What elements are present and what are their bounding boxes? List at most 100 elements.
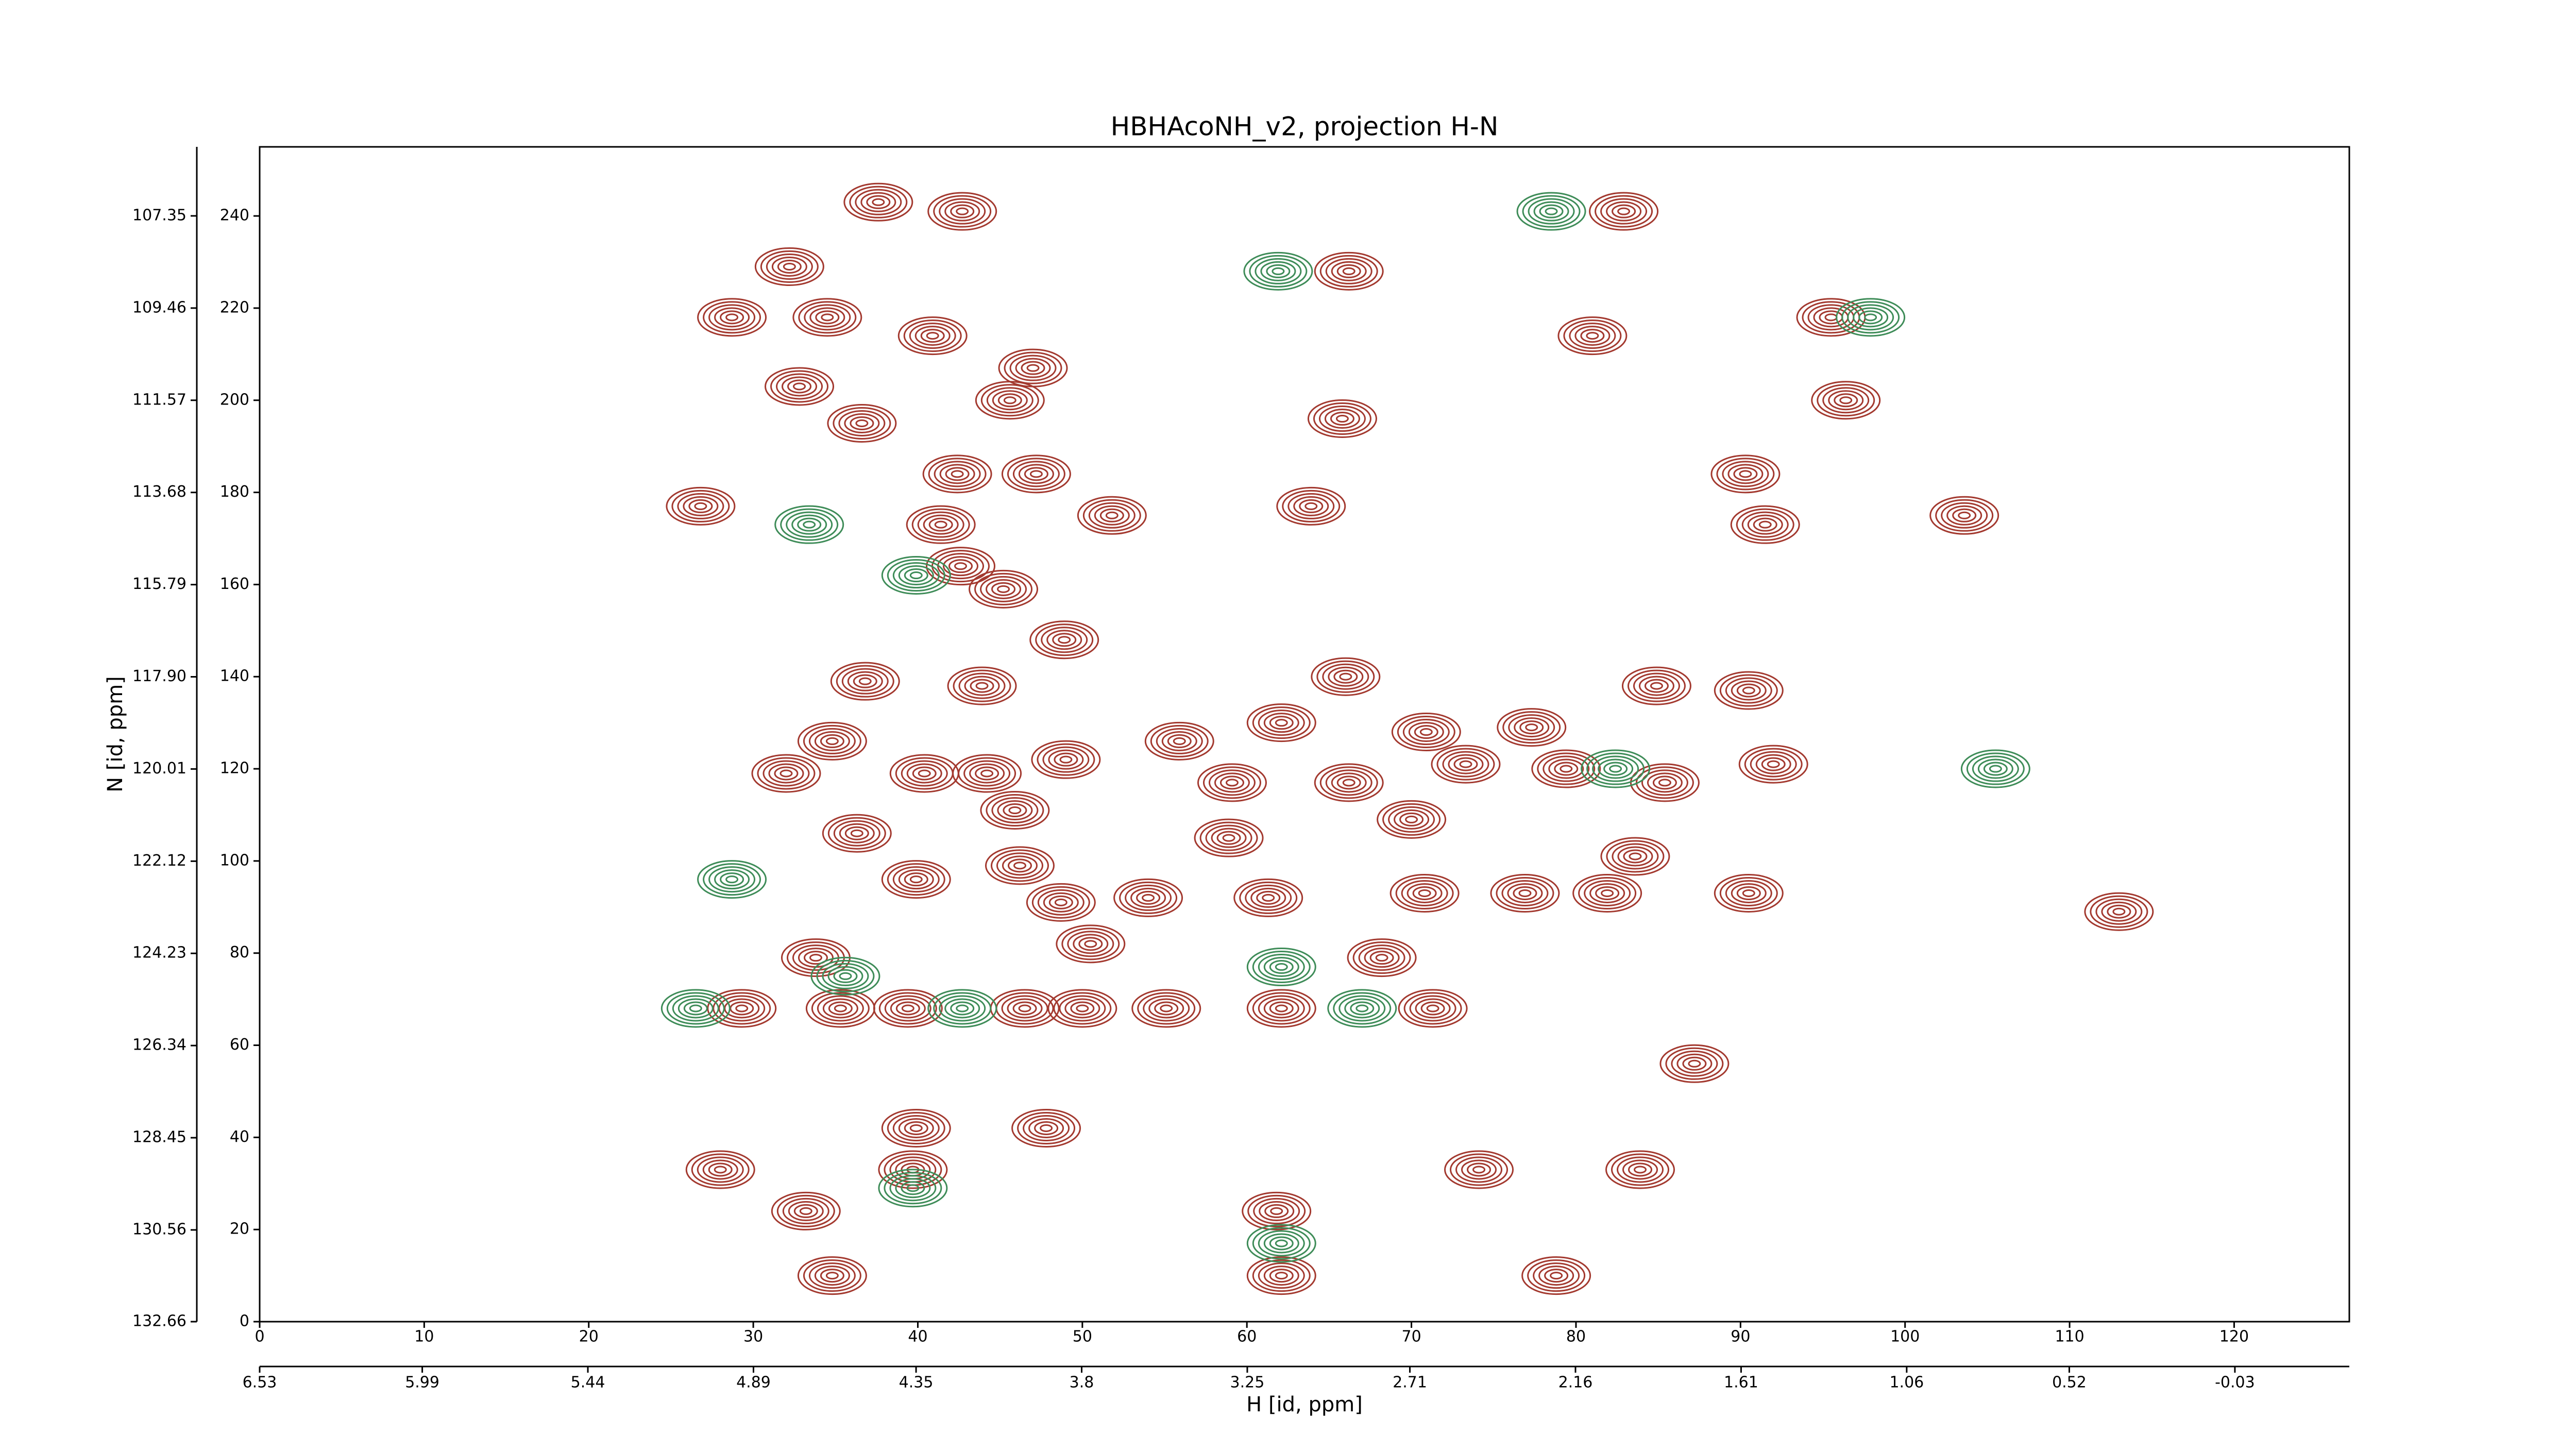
contour-level xyxy=(1548,758,1584,779)
contour-level xyxy=(1024,467,1048,481)
contour-level xyxy=(1389,873,1460,913)
peak xyxy=(1811,381,1881,420)
contour-level xyxy=(909,1124,923,1132)
contour-level xyxy=(1350,1001,1375,1016)
contour-level xyxy=(725,313,739,322)
contour-level xyxy=(951,470,964,478)
y-tick-label: 0 xyxy=(240,1312,249,1330)
contour-level xyxy=(1088,502,1136,529)
contour-level xyxy=(969,569,1039,609)
peak xyxy=(1398,989,1468,1028)
contour-level xyxy=(1731,680,1767,701)
contour-level xyxy=(922,454,992,494)
contour-level xyxy=(1008,806,1022,815)
peak xyxy=(1444,1150,1514,1189)
contour-level xyxy=(1070,1001,1095,1016)
contour-level xyxy=(808,1262,856,1289)
contour-level xyxy=(948,559,973,573)
contour-level xyxy=(1864,313,1877,322)
contour-level xyxy=(1828,390,1864,411)
contour-level xyxy=(958,757,1016,790)
contour-level xyxy=(939,995,986,1022)
contour-level xyxy=(884,1172,942,1205)
contour-level xyxy=(889,1175,937,1202)
contour-level xyxy=(878,1169,948,1208)
peak xyxy=(1276,486,1346,526)
contour-level xyxy=(1313,402,1371,435)
x-tick-label: 120 xyxy=(2219,1328,2249,1346)
contour-level xyxy=(760,250,819,283)
peak xyxy=(1131,989,1201,1028)
contour-level xyxy=(1316,660,1375,693)
contour-level xyxy=(1058,636,1071,644)
contour-level xyxy=(892,1115,940,1141)
contour-level xyxy=(1586,332,1599,340)
contour-level xyxy=(1841,301,1900,334)
contour-level xyxy=(1263,1233,1299,1254)
contour-level xyxy=(1742,889,1755,897)
contour-level xyxy=(974,572,1033,605)
contour-level xyxy=(1598,758,1634,779)
contour-level xyxy=(1398,989,1468,1028)
peak xyxy=(1242,1191,1312,1230)
contour-level xyxy=(1853,307,1889,328)
contour-level xyxy=(1638,676,1674,696)
contour-level xyxy=(926,547,996,586)
contour-level xyxy=(1335,415,1349,423)
contour-level xyxy=(1758,520,1772,529)
contour-level xyxy=(1388,806,1435,833)
contour-level xyxy=(895,1178,931,1199)
contour-level xyxy=(1012,1001,1037,1016)
contour-level xyxy=(1269,1236,1294,1251)
x2-tick-label: 4.35 xyxy=(899,1374,934,1392)
contour-level xyxy=(697,1156,744,1183)
peak xyxy=(1389,873,1460,913)
peak xyxy=(1113,878,1183,917)
contour-level xyxy=(808,728,856,754)
contour-level xyxy=(1064,998,1100,1019)
contour-level xyxy=(850,416,874,430)
contour-level xyxy=(934,461,981,487)
contour-level xyxy=(1603,762,1628,776)
contour-level xyxy=(963,760,1011,787)
contour-level xyxy=(703,301,761,334)
plot-frame xyxy=(259,146,2350,1323)
contour-level xyxy=(906,505,976,544)
contour-level xyxy=(991,582,1016,596)
contour-level xyxy=(1021,361,1045,375)
contour-level xyxy=(1533,201,1569,222)
contour-level xyxy=(1314,251,1384,291)
peak xyxy=(1194,818,1264,857)
contour-level xyxy=(1539,204,1564,218)
y-tick-label: 120 xyxy=(220,760,249,778)
contour-level xyxy=(1023,1115,1070,1141)
contour-level xyxy=(1601,889,1614,897)
contour-level xyxy=(975,381,1045,420)
contour-level xyxy=(1067,931,1114,957)
contour-level xyxy=(1007,858,1032,873)
contour-level xyxy=(1137,992,1196,1025)
contour-level xyxy=(1015,358,1051,378)
contour-level xyxy=(833,820,880,847)
contour-level xyxy=(1113,878,1183,917)
contour-level xyxy=(1659,1044,1730,1083)
contour-level xyxy=(897,316,968,356)
contour-level xyxy=(834,1004,847,1013)
contour-level xyxy=(992,390,1028,411)
peak xyxy=(927,989,997,1028)
contour-level xyxy=(1333,669,1358,684)
y-tick-label: 40 xyxy=(230,1128,249,1146)
contour-level xyxy=(2101,901,2137,922)
peak xyxy=(975,381,1045,420)
contour-level xyxy=(1314,763,1384,802)
contour-level xyxy=(1252,951,1311,984)
x-tick-label: 60 xyxy=(1237,1328,1257,1346)
contour-level xyxy=(1586,752,1645,785)
contour-level xyxy=(1450,1153,1509,1186)
contour-level xyxy=(844,826,869,840)
contour-level xyxy=(1252,1227,1311,1260)
contour-level xyxy=(1719,674,1778,707)
contour-level xyxy=(1490,873,1560,913)
contour-level xyxy=(708,866,756,893)
contour-level xyxy=(1247,1194,1306,1227)
